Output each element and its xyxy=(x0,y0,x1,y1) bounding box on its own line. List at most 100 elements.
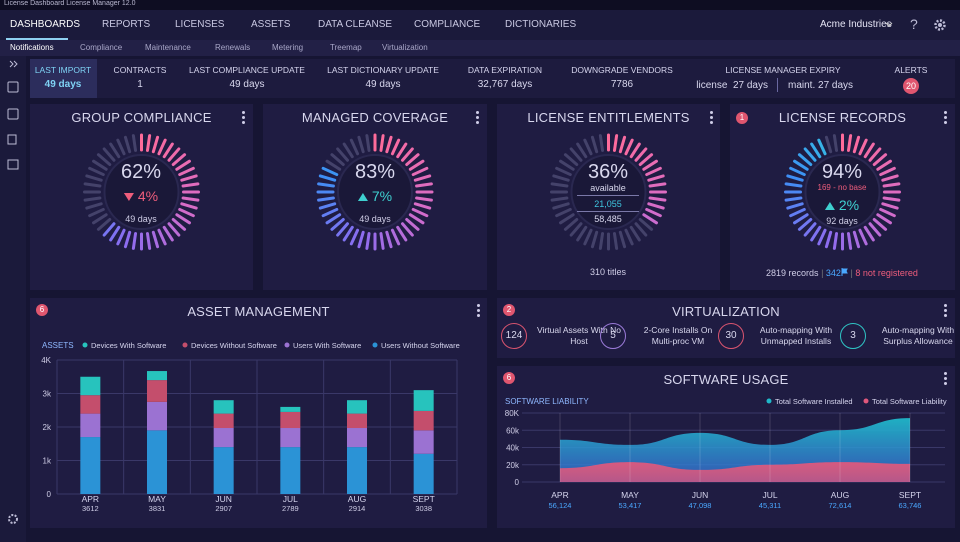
category-total: 2907 xyxy=(215,504,232,513)
gauge-total: 58,485 xyxy=(594,214,622,224)
card-menu[interactable] xyxy=(944,111,947,124)
help-button[interactable]: ? xyxy=(910,16,918,32)
export-icon[interactable] xyxy=(7,81,19,93)
gauge-tick xyxy=(408,159,425,171)
card-menu[interactable] xyxy=(710,111,713,124)
bar-segment xyxy=(413,453,434,494)
nav-item[interactable]: REPORTS xyxy=(102,19,151,30)
gauge-tick xyxy=(171,153,187,166)
gauge-tick xyxy=(793,159,809,171)
save-icon[interactable] xyxy=(7,108,19,120)
card-title: VIRTUALIZATION xyxy=(672,304,780,319)
nav-active-indicator xyxy=(6,38,68,40)
gauge-tick xyxy=(365,134,371,152)
y-tick-label: 0 xyxy=(47,490,52,499)
card-menu[interactable] xyxy=(476,111,479,124)
alert-badge: 2 xyxy=(503,304,515,316)
gauge-tick xyxy=(413,202,432,210)
gauge-tick xyxy=(157,138,167,156)
gauge-tick xyxy=(563,153,579,166)
gauge-tick xyxy=(634,222,648,237)
gauge-tick xyxy=(88,166,105,177)
record-count: 2819 records xyxy=(766,268,819,278)
gauge-tick xyxy=(634,147,648,162)
gauge-tick xyxy=(583,138,593,156)
gauge-tick xyxy=(365,232,371,250)
copy-icon[interactable] xyxy=(7,134,17,145)
gauge-tick xyxy=(411,166,429,177)
gauge-tick xyxy=(832,134,839,152)
virt-label: Virtual Assets With No Host xyxy=(537,325,621,346)
gauge-tick xyxy=(569,222,583,237)
bar-segment xyxy=(213,428,234,448)
gauge-tick xyxy=(342,142,354,159)
legend-swatch xyxy=(766,398,772,404)
sub-nav-item[interactable]: Metering xyxy=(272,43,304,52)
settings-button[interactable] xyxy=(933,18,947,32)
gauge-tick xyxy=(336,147,349,162)
expand-icon[interactable] xyxy=(9,60,18,68)
virt-count[interactable]: 3 xyxy=(840,323,866,349)
gauge-tick xyxy=(396,142,408,159)
card-menu[interactable] xyxy=(242,111,245,124)
x-tick-label: JUL xyxy=(283,494,298,504)
gauge-tick xyxy=(411,207,429,218)
gauge-card: GROUP COMPLIANCE 62% 4% 49 days xyxy=(30,104,253,290)
alert-count[interactable]: 20 xyxy=(903,78,919,94)
gauge-tick xyxy=(325,159,342,171)
gauge-tick xyxy=(645,166,662,177)
nav-item[interactable]: COMPLIANCE xyxy=(414,19,481,30)
gauge-tick xyxy=(858,228,868,246)
card-menu[interactable] xyxy=(944,304,947,317)
sub-nav-item[interactable]: Compliance xyxy=(80,43,123,52)
x-tick-label: SEPT xyxy=(899,490,921,500)
gauge-tick xyxy=(550,182,569,188)
category-sublabel: 63,746 xyxy=(899,501,922,510)
kpi-label: CONTRACTS xyxy=(113,65,167,75)
nav-item[interactable]: DASHBOARDS xyxy=(10,19,81,30)
gauge-ring xyxy=(550,133,667,251)
gauge-tick xyxy=(612,134,619,152)
gauge-tick xyxy=(96,218,112,231)
category-total: 3038 xyxy=(415,504,432,513)
category-total: 2914 xyxy=(349,504,366,513)
bar-segment xyxy=(347,428,367,448)
nav-item[interactable]: LICENSES xyxy=(175,19,225,30)
card-menu[interactable] xyxy=(944,372,947,385)
gauge-tick xyxy=(576,142,588,159)
sidebar-settings[interactable] xyxy=(8,514,18,524)
sub-nav-item[interactable]: Renewals xyxy=(215,43,251,52)
card-menu[interactable] xyxy=(477,304,480,317)
bar-segment xyxy=(280,428,301,448)
flagged-count[interactable]: 342 xyxy=(825,268,841,278)
unregistered-count[interactable]: 8 not registered xyxy=(855,268,918,278)
sub-nav-item[interactable]: Virtualization xyxy=(382,43,428,52)
bar-segment xyxy=(213,447,234,494)
bar-segment xyxy=(347,400,367,414)
share-icon[interactable] xyxy=(7,159,19,170)
nav-item[interactable]: DICTIONARIES xyxy=(505,19,577,30)
gauge-tick xyxy=(167,147,181,162)
virt-count[interactable]: 124 xyxy=(501,323,527,349)
sub-nav-item[interactable]: Treemap xyxy=(330,43,362,52)
sub-nav-item[interactable]: Notifications xyxy=(10,43,54,52)
gauge-tick xyxy=(817,138,827,156)
nav-item[interactable]: ASSETS xyxy=(251,19,291,30)
gauge-tick xyxy=(396,225,408,242)
virt-count[interactable]: 5 xyxy=(600,323,626,349)
gauge-tick xyxy=(145,134,152,152)
account-selector[interactable]: Acme Industries xyxy=(820,19,892,30)
nav-item[interactable]: DATA CLEANSE xyxy=(318,19,393,30)
gauge-card: 1 LICENSE RECORDS 94% 169 - no base 2% 9… xyxy=(730,104,955,290)
bar-segment xyxy=(347,447,367,494)
gauge-tick xyxy=(321,166,339,177)
gauge-tick xyxy=(618,135,627,154)
area xyxy=(560,462,910,482)
legend-swatch xyxy=(372,342,378,348)
x-tick-label: APR xyxy=(551,490,568,500)
gauge-tick xyxy=(858,138,868,156)
gauge-tick xyxy=(85,174,103,182)
gauge-tick xyxy=(330,218,345,231)
sub-nav-item[interactable]: Maintenance xyxy=(145,43,191,52)
virt-count[interactable]: 30 xyxy=(718,323,744,349)
